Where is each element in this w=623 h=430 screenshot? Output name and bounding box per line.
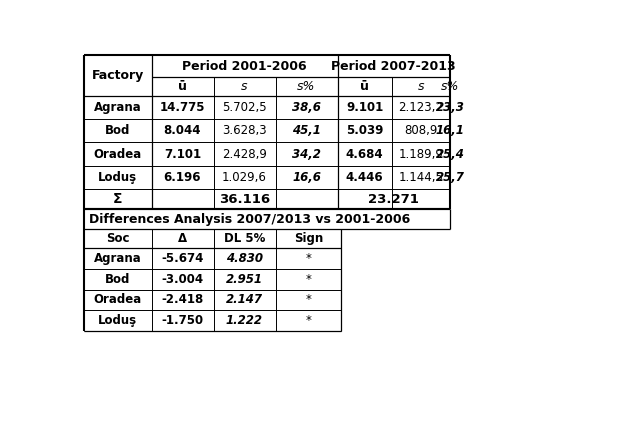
- Text: Agrana: Agrana: [94, 252, 141, 265]
- Text: Oradea: Oradea: [93, 147, 142, 160]
- Text: 4.446: 4.446: [346, 171, 383, 184]
- Text: 25,7: 25,7: [435, 171, 464, 184]
- Text: 2.428,9: 2.428,9: [222, 147, 267, 160]
- Text: s: s: [241, 80, 248, 93]
- Text: 8.044: 8.044: [164, 124, 201, 138]
- Text: ū: ū: [178, 80, 187, 93]
- Text: Δ: Δ: [178, 232, 187, 245]
- Text: 4.830: 4.830: [226, 252, 263, 265]
- Text: -1.750: -1.750: [161, 314, 204, 327]
- Text: -5.674: -5.674: [161, 252, 204, 265]
- Text: s: s: [417, 80, 424, 93]
- Text: Agrana: Agrana: [94, 101, 141, 114]
- Text: 36.116: 36.116: [219, 193, 270, 206]
- Text: s%: s%: [440, 80, 459, 93]
- Text: Oradea: Oradea: [93, 293, 142, 307]
- Text: Period 2007-2013: Period 2007-2013: [331, 60, 456, 73]
- Text: *: *: [305, 314, 312, 327]
- Text: 2.147: 2.147: [226, 293, 263, 307]
- Text: *: *: [305, 252, 312, 265]
- Text: 7.101: 7.101: [164, 147, 201, 160]
- Text: Sign: Sign: [294, 232, 323, 245]
- Text: Loduş: Loduş: [98, 314, 137, 327]
- Text: Σ: Σ: [113, 192, 123, 206]
- Text: 4.684: 4.684: [346, 147, 383, 160]
- Text: 6.196: 6.196: [164, 171, 201, 184]
- Text: 16,6: 16,6: [292, 171, 321, 184]
- Text: 2.123,2: 2.123,2: [398, 101, 443, 114]
- Text: s%: s%: [297, 80, 316, 93]
- Text: Differences Analysis 2007/2013 vs 2001-2006: Differences Analysis 2007/2013 vs 2001-2…: [88, 212, 410, 226]
- Text: 808,9: 808,9: [404, 124, 437, 138]
- Text: 2.951: 2.951: [226, 273, 263, 286]
- Text: Bod: Bod: [105, 273, 130, 286]
- Text: 3.628,3: 3.628,3: [222, 124, 267, 138]
- Text: Factory: Factory: [92, 69, 144, 83]
- Text: -2.418: -2.418: [161, 293, 204, 307]
- Text: Bod: Bod: [105, 124, 130, 138]
- Text: 14.775: 14.775: [159, 101, 205, 114]
- Text: 34,2: 34,2: [292, 147, 321, 160]
- Text: 23.271: 23.271: [368, 193, 419, 206]
- Text: *: *: [305, 273, 312, 286]
- Text: 9.101: 9.101: [346, 101, 383, 114]
- Text: -3.004: -3.004: [161, 273, 204, 286]
- Text: 45,1: 45,1: [292, 124, 321, 138]
- Text: Period 2001-2006: Period 2001-2006: [182, 60, 307, 73]
- Text: ū: ū: [360, 80, 369, 93]
- Text: 38,6: 38,6: [292, 101, 321, 114]
- Text: 16,1: 16,1: [435, 124, 464, 138]
- Text: 1.144,5: 1.144,5: [398, 171, 443, 184]
- Text: 25,4: 25,4: [435, 147, 464, 160]
- Text: Soc: Soc: [106, 232, 130, 245]
- Text: Loduş: Loduş: [98, 171, 137, 184]
- Text: 23,3: 23,3: [435, 101, 464, 114]
- Text: 1.189,9: 1.189,9: [398, 147, 443, 160]
- Text: 5.702,5: 5.702,5: [222, 101, 267, 114]
- Text: 1.222: 1.222: [226, 314, 263, 327]
- Text: 1.029,6: 1.029,6: [222, 171, 267, 184]
- Text: *: *: [305, 293, 312, 307]
- Text: DL 5%: DL 5%: [224, 232, 265, 245]
- Text: 5.039: 5.039: [346, 124, 383, 138]
